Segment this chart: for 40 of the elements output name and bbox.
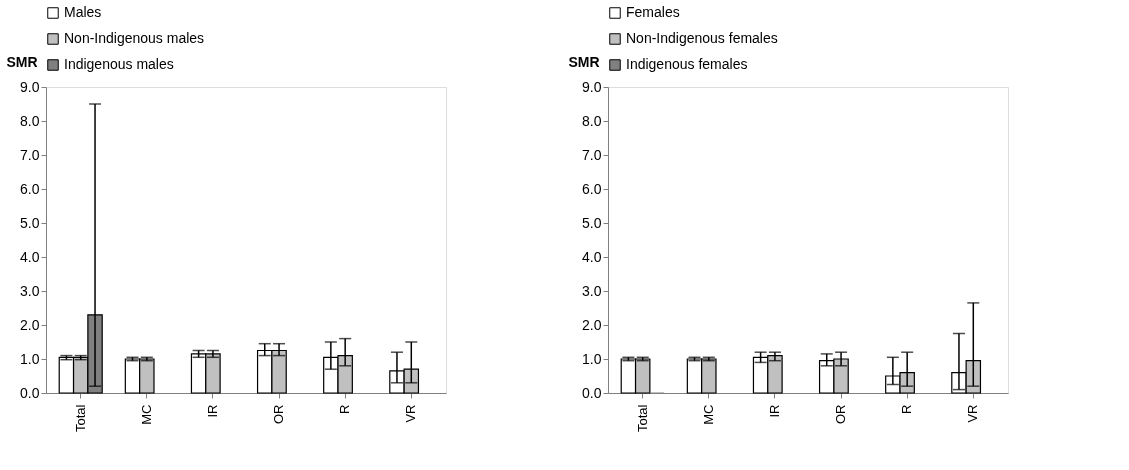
x-tick-label: R — [337, 404, 353, 414]
y-tick-label: 5.0 — [20, 214, 40, 231]
x-tick-label: IR — [766, 404, 782, 418]
y-tick-label: 1.0 — [582, 350, 602, 367]
y-tick-label: 6.0 — [582, 180, 602, 197]
y-tick-label: 3.0 — [20, 282, 40, 299]
legend-label: Indigenous males — [64, 56, 174, 72]
y-tick-label: 4.0 — [20, 248, 40, 265]
y-tick-label: 2.0 — [20, 316, 40, 333]
y-tick-label: 6.0 — [20, 180, 40, 197]
legend-label: Indigenous females — [626, 56, 748, 72]
y-tick-label: 0.0 — [582, 384, 602, 401]
y-axis-title: SMR — [568, 53, 600, 70]
y-tick-label: 9.0 — [582, 78, 602, 95]
legend-label: Males — [64, 4, 102, 20]
y-tick-label: 2.0 — [582, 316, 602, 333]
x-tick-label: MC — [138, 404, 154, 425]
y-tick-label: 8.0 — [582, 112, 602, 129]
x-tick-label: Total — [72, 404, 88, 432]
x-tick-label: VR — [403, 404, 419, 423]
x-tick-label: OR — [833, 404, 849, 424]
x-tick-label: R — [899, 404, 915, 414]
y-axis-title: SMR — [6, 53, 38, 70]
legend-label: Non-Indigenous females — [626, 30, 778, 46]
y-tick-label: 0.0 — [20, 384, 40, 401]
x-tick-label: MC — [700, 404, 716, 425]
y-tick-label: 4.0 — [582, 248, 602, 265]
y-tick-label: 9.0 — [20, 78, 40, 95]
x-tick-label: Total — [634, 404, 650, 432]
y-tick-label: 3.0 — [582, 282, 602, 299]
y-tick-label: 8.0 — [20, 112, 40, 129]
x-tick-label: OR — [271, 404, 287, 424]
x-tick-label: IR — [204, 404, 220, 418]
y-tick-label: 1.0 — [20, 350, 40, 367]
y-tick-label: 7.0 — [582, 146, 602, 163]
y-tick-label: 5.0 — [582, 214, 602, 231]
y-tick-label: 7.0 — [20, 146, 40, 163]
x-tick-label: VR — [965, 404, 981, 423]
legend-label: Females — [626, 4, 680, 20]
legend-label: Non-Indigenous males — [64, 30, 205, 46]
